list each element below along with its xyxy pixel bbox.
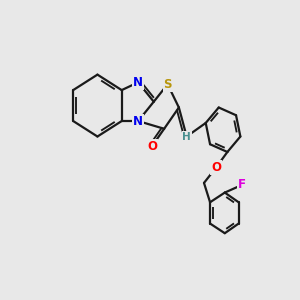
Text: N: N (133, 76, 143, 89)
Text: S: S (164, 78, 172, 91)
Text: O: O (147, 140, 157, 153)
Text: F: F (238, 178, 246, 191)
Text: O: O (211, 161, 221, 174)
Text: H: H (182, 131, 191, 142)
Text: N: N (133, 115, 143, 128)
